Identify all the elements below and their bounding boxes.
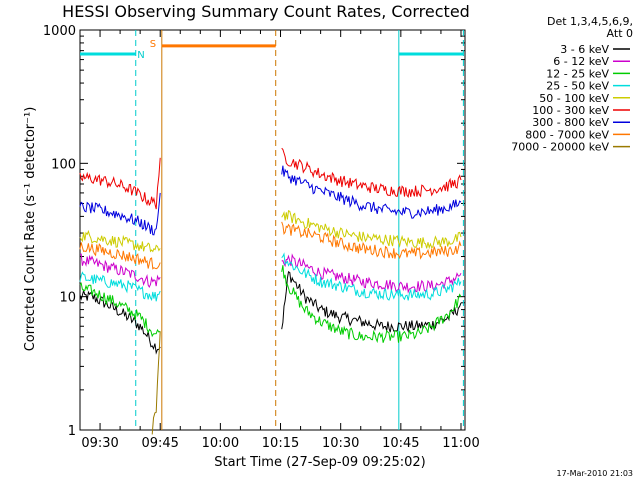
x-tick-label: 10:00 [202,436,239,451]
x-tick-label: 09:45 [141,436,178,451]
series-line [79,229,161,253]
series-line [281,270,462,333]
flag-label: S [150,39,156,50]
series-line [79,157,161,210]
legend-entry: 12 - 25 keV [546,67,609,80]
series-line [79,242,161,270]
plot-frame [79,29,466,431]
legend-title: Det 1,3,4,5,6,9, [547,15,633,28]
legend-entry: 7000 - 20000 keV [511,141,609,154]
legend-entry: 50 - 100 keV [539,92,609,105]
y-tick-label: 10 [59,291,76,306]
series-line [281,253,462,294]
y-axis-label: Corrected Count Rate (s⁻¹ detector⁻¹) [23,107,38,352]
y-tick-label: 1000 [43,24,76,39]
chart-title: HESSI Observing Summary Count Rates, Cor… [62,2,470,21]
x-tick-label: 10:45 [382,436,419,451]
legend-entry: 25 - 50 keV [546,80,609,93]
series-line [79,271,161,302]
y-tick-label: 1 [68,424,76,439]
y-tick-label: 100 [51,157,76,172]
x-tick-label: 10:30 [322,436,359,451]
legend-entry: 300 - 800 keV [532,116,609,129]
x-tick-label: 10:15 [262,436,299,451]
x-tick-label: 11:00 [442,436,479,451]
plot-area: 09:30 09:45 10:00 10:15 10:30 10:45 11:00 1 10 10… [43,24,480,451]
series-line [79,282,161,338]
x-tick-label: 09:30 [81,436,118,451]
legend-entry: 100 - 300 keV [532,104,609,117]
legend-entry: 800 - 7000 keV [525,128,609,141]
x-axis-label: Start Time (27-Sep-09 09:25:02) [214,455,425,470]
series-line [281,221,462,260]
timestamp: 17-Mar-2010 21:03 [557,469,634,478]
series-line [281,147,462,198]
series-line [281,265,462,344]
series-line [281,210,462,250]
series-line [79,192,161,236]
flag-label: N [137,50,144,61]
series-line [151,331,161,435]
legend-entry: 3 - 6 keV [560,43,609,56]
series-line [79,253,161,289]
series-line [281,165,462,219]
legend-entry: 6 - 12 keV [553,55,609,68]
series-line [281,252,462,301]
legend-title: Att 0 [607,27,633,40]
series-line [79,288,161,355]
